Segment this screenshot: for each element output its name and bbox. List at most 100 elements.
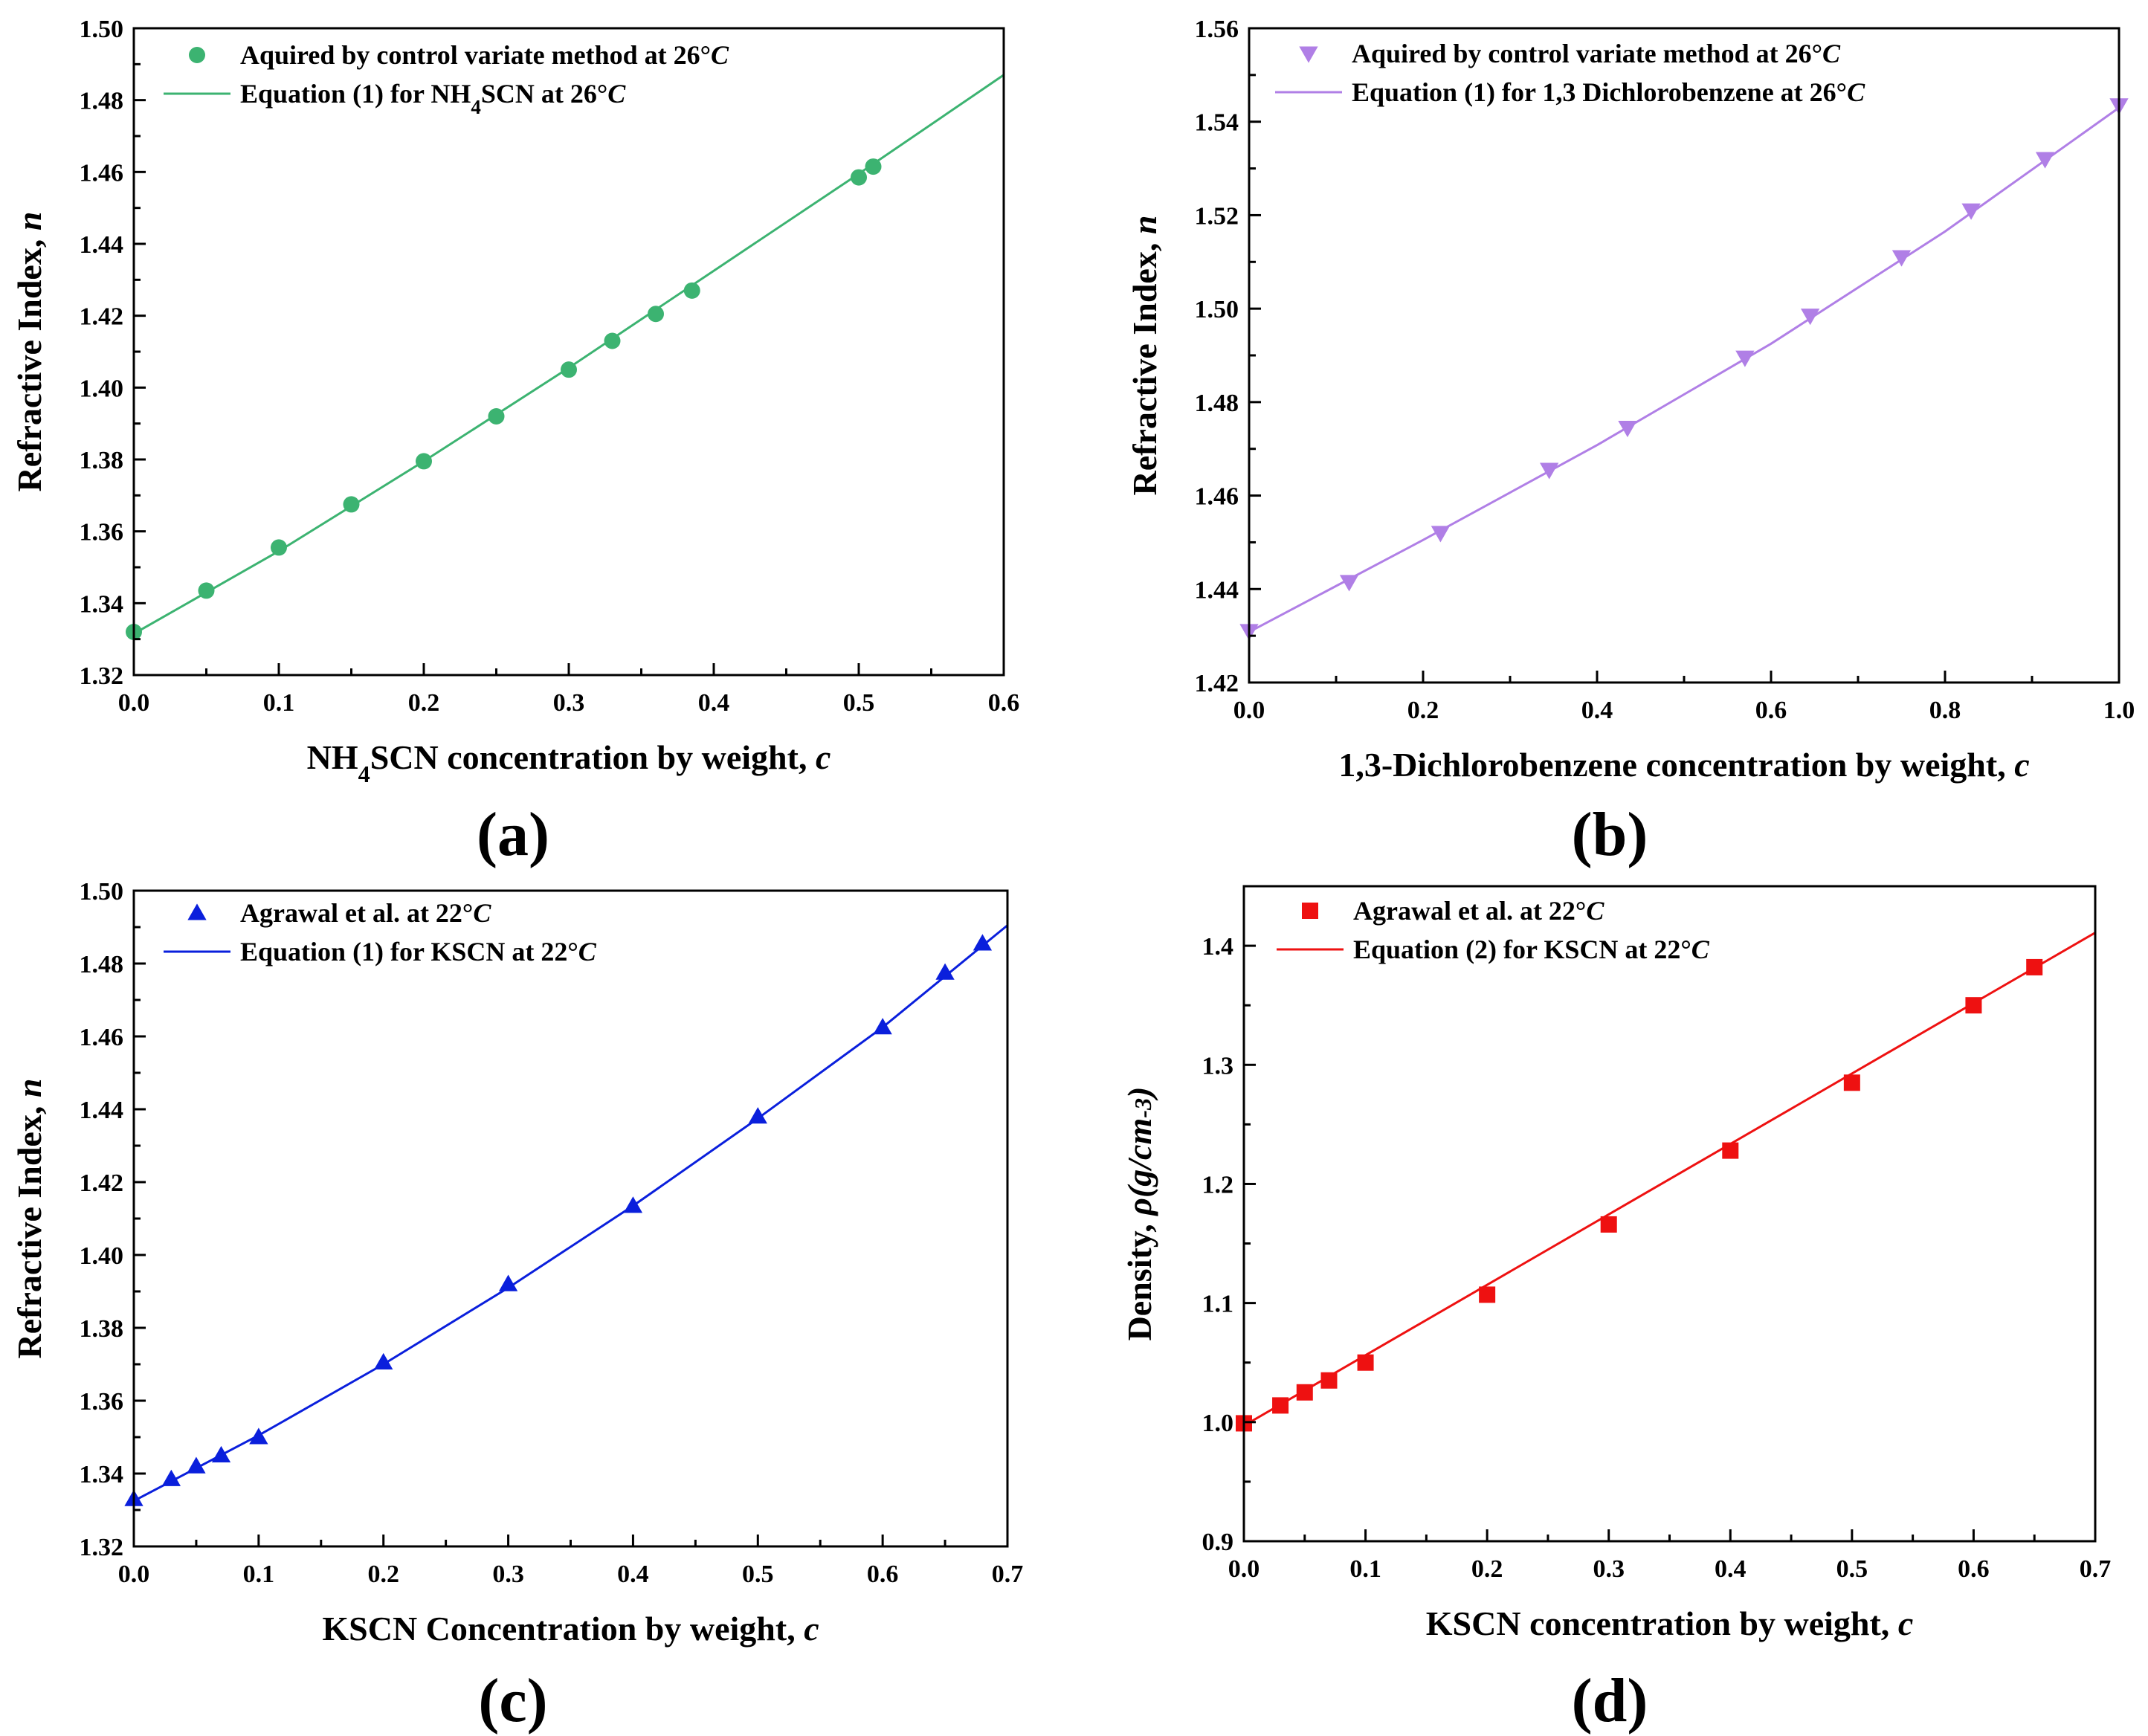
data-point <box>1479 1286 1496 1303</box>
data-point <box>973 934 993 951</box>
x-tick-label: 0.5 <box>1836 1555 1868 1583</box>
y-tick-label: 1.40 <box>80 1242 124 1270</box>
fit-line <box>1249 106 2119 633</box>
data-point <box>604 332 621 349</box>
legend-entry-points: Aquired by control variate method at 26°… <box>240 40 729 70</box>
y-tick-label: 1.42 <box>80 303 124 331</box>
y-tick-label: 1.44 <box>80 231 124 259</box>
legend-marker <box>1302 903 1318 919</box>
data-point <box>1801 309 1820 326</box>
x-tick-label: 0.4 <box>617 1561 649 1588</box>
x-tick-label: 0.2 <box>367 1561 399 1588</box>
x-tick-label: 0.4 <box>1715 1555 1747 1583</box>
chart-panel-d: 0.0 0.1 0.2 0.3 0.4 0.5 0.6 0.7 0.9 1.0 1.1 1.2 1.3 1… <box>1120 885 2111 1735</box>
x-axis-label: NH4SCN concentration by weight, c <box>307 738 831 787</box>
panel-label: (b) <box>1572 800 1648 869</box>
data-point <box>161 1469 181 1486</box>
y-axis-label: Refractive Index, n <box>10 1079 48 1359</box>
x-axis-label: KSCN Concentration by weight, c <box>322 1610 819 1648</box>
data-point <box>623 1196 643 1213</box>
data-point <box>1843 1074 1860 1091</box>
x-tick-label: 0.1 <box>243 1561 275 1588</box>
data-point <box>488 408 505 425</box>
data-point <box>1600 1216 1617 1233</box>
panel-label: (c) <box>478 1666 547 1735</box>
y-tick-label: 1.50 <box>1195 296 1239 323</box>
y-tick-label: 0.9 <box>1202 1529 1234 1556</box>
x-tick-label: 0.6 <box>988 689 1020 717</box>
legend-marker <box>1299 46 1318 63</box>
x-tick-label: 0.5 <box>742 1561 774 1588</box>
y-tick-label: 1.52 <box>1195 202 1239 230</box>
data-point <box>2026 958 2043 975</box>
x-tick-label: 0.1 <box>263 689 295 717</box>
x-tick-label: 0.6 <box>867 1561 899 1588</box>
data-point <box>198 582 215 599</box>
y-tick-label: 1.44 <box>1195 576 1239 604</box>
data-point <box>1540 462 1559 480</box>
x-tick-label: 0.0 <box>118 689 150 717</box>
data-point <box>211 1445 231 1462</box>
y-tick-label: 1.34 <box>80 1461 124 1488</box>
legend: Agrawal et al. at 22°C Equation (1) for K… <box>164 898 597 967</box>
y-tick-label: 1.0 <box>1202 1410 1234 1437</box>
data-point <box>1735 350 1755 367</box>
y-axis-label: Refractive Index, n <box>10 212 48 492</box>
chart-panel-c: 0.0 0.1 0.2 0.3 0.4 0.5 0.6 0.7 1.32 1.34 1.36 1.38… <box>10 878 1023 1735</box>
data-point <box>187 1456 206 1474</box>
legend-entry-fit: Equation (1) for NH4SCN at 26°C <box>240 79 626 118</box>
x-tick-label: 0.1 <box>1349 1555 1381 1583</box>
data-point <box>1965 997 1982 1014</box>
x-axis-label: KSCN concentration by weight, c <box>1426 1604 1913 1642</box>
y-tick-label: 1.42 <box>80 1169 124 1197</box>
x-tick-label: 0.2 <box>1471 1555 1503 1583</box>
x-tick-label: 0.0 <box>1228 1555 1260 1583</box>
x-tick-label: 0.2 <box>408 689 440 717</box>
legend-entry-points: Agrawal et al. at 22°C <box>1353 896 1604 926</box>
y-tick-label: 1.48 <box>80 951 124 978</box>
x-tick-label: 0.6 <box>1958 1555 1990 1583</box>
data-point <box>1272 1397 1289 1414</box>
plot-frame <box>132 889 1009 1548</box>
data-point <box>1296 1384 1313 1401</box>
data-point <box>1357 1354 1374 1371</box>
x-tick-label: 0.4 <box>698 689 730 717</box>
plot-frame <box>1242 885 2097 1543</box>
data-point <box>683 282 700 299</box>
x-tick-label: 0.0 <box>118 1561 150 1588</box>
x-tick-label: 0.7 <box>992 1561 1024 1588</box>
data-point <box>935 963 955 980</box>
y-axis-label: Refractive Index, n <box>1126 216 1164 496</box>
data-point <box>1891 250 1912 267</box>
plot-frame <box>1248 27 2120 684</box>
y-tick-label: 1.48 <box>1195 390 1239 417</box>
x-tick-label: 0.8 <box>1929 697 1961 724</box>
data-point <box>873 1018 892 1035</box>
x-tick-label: 1.0 <box>2103 697 2135 724</box>
y-tick-label: 1.46 <box>80 159 124 187</box>
data-point <box>416 453 432 470</box>
legend-entry-fit: Equation (1) for 1,3 Dichlorobenzene at … <box>1352 77 1865 107</box>
data-point <box>249 1427 268 1445</box>
chart-panel-a: 0.0 0.1 0.2 0.3 0.4 0.5 0.6 1.32 1.34 1.36 1.38 1.4… <box>10 16 1019 869</box>
legend-marker <box>187 903 207 920</box>
data-point <box>498 1274 518 1291</box>
data-point <box>648 306 664 323</box>
legend-marker <box>189 47 205 63</box>
legend-entry-points: Aquired by control variate method at 26°… <box>1352 39 1841 68</box>
x-axis-label: 1,3-Dichlorobenzene concentration by wei… <box>1338 746 2029 784</box>
panel-label: (a) <box>477 800 549 869</box>
y-tick-label: 1.46 <box>1195 483 1239 511</box>
data-point <box>1320 1372 1338 1389</box>
x-tick-label: 0.4 <box>1581 697 1613 724</box>
data-point <box>1339 575 1359 592</box>
x-tick-label: 0.6 <box>1755 697 1787 724</box>
x-tick-label: 0.3 <box>553 689 585 717</box>
data-point <box>851 169 867 186</box>
legend-entry-fit: Equation (2) for KSCN at 22°C <box>1353 935 1710 964</box>
y-tick-label: 1.50 <box>80 878 124 906</box>
data-point <box>1431 526 1451 543</box>
data-point <box>865 158 882 175</box>
data-point <box>1618 420 1637 438</box>
y-tick-label: 1.48 <box>80 88 124 115</box>
